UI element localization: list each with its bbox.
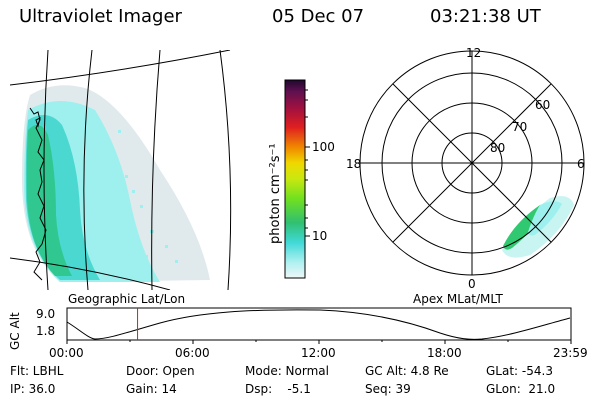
altitude-xtick: 12:00 <box>301 346 336 360</box>
altitude-xtick: 06:00 <box>175 346 210 360</box>
info-flt: Flt: LBHL <box>10 364 64 378</box>
graticule <box>10 50 232 290</box>
info-glat: GLat: -54.3 <box>486 364 553 378</box>
polar-lat-80: 80 <box>490 141 506 155</box>
polar-mlt-bottom: 0 <box>468 277 476 291</box>
polar-plot-label: Apex MLat/MLT <box>413 292 503 306</box>
geo-map <box>10 50 232 290</box>
aurora-peak <box>26 125 73 276</box>
colorbar-tick-10: 10 <box>312 229 328 243</box>
altitude-curve <box>66 309 571 340</box>
geo-map-label: Geographic Lat/Lon <box>68 292 186 306</box>
altitude-ylabel: GC Alt <box>8 312 22 350</box>
instrument-title: Ultraviolet Imager <box>19 6 182 27</box>
altitude-ticks <box>66 340 572 344</box>
polar-lat-60: 60 <box>535 98 551 112</box>
info-dsp: Dsp: -5.1 <box>245 382 311 396</box>
date-label: 05 Dec 07 <box>272 6 365 27</box>
info-glon: GLon: 21.0 <box>486 382 556 396</box>
polar-mlt-top: 12 <box>466 46 482 60</box>
altitude-ymax: 9.0 <box>36 307 56 321</box>
polar-lat-70: 70 <box>512 120 528 134</box>
info-gcalt: GC Alt: 4.8 Re <box>365 364 449 378</box>
colorbar-tick-100: 100 <box>312 140 335 154</box>
info-door: Door: Open <box>126 364 195 378</box>
info-gain: Gain: 14 <box>126 382 177 396</box>
time-label: 03:21:38 UT <box>430 6 541 27</box>
polar-mlt-left: 18 <box>346 157 362 171</box>
altitude-ymin: 1.8 <box>36 324 56 338</box>
colorbar-ticks <box>305 89 310 237</box>
altitude-xtick: 18:00 <box>427 346 462 360</box>
polar-mlt-right: 6 <box>577 157 585 171</box>
colorbar-unit-label: photon cm⁻²s⁻¹ <box>268 143 283 244</box>
polar-plot <box>359 50 585 276</box>
altitude-xtick: 00:00 <box>49 346 84 360</box>
info-mode: Mode: Normal <box>245 364 329 378</box>
altitude-plot <box>66 307 572 344</box>
info-ip: IP: 36.0 <box>10 382 56 396</box>
colorbar <box>284 79 306 279</box>
altitude-xtick: 23:59 <box>553 346 588 360</box>
info-seq: Seq: 39 <box>365 382 411 396</box>
